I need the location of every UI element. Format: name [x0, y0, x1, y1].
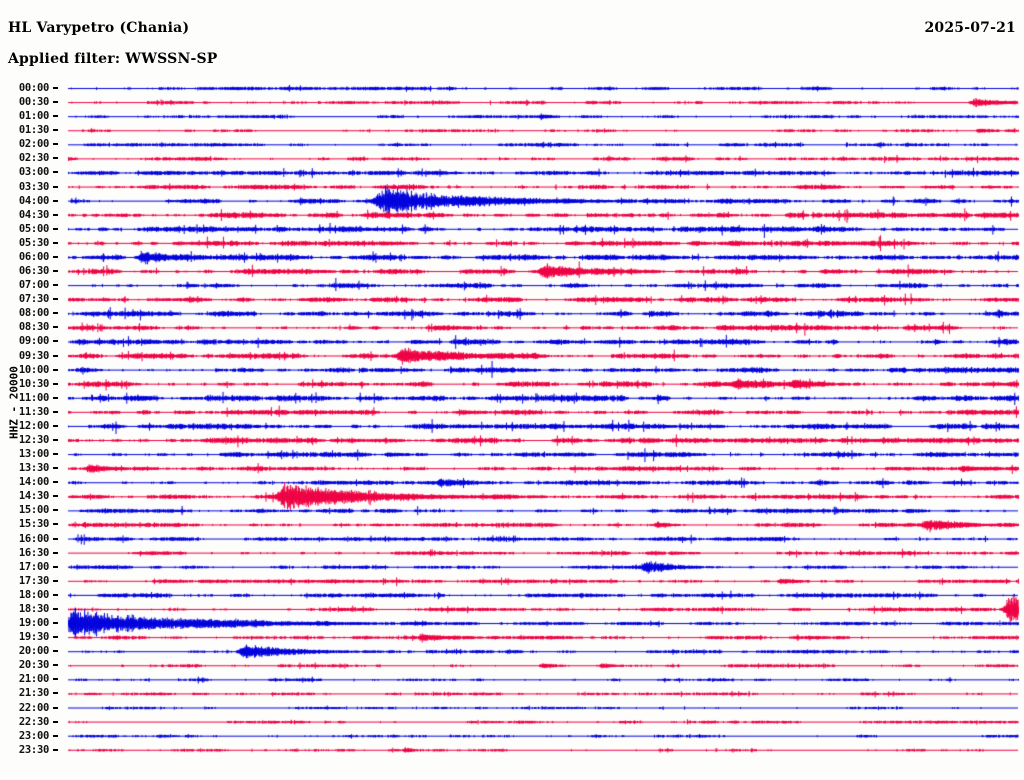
helicorder-plot: HL Varypetro (Chania) Applied filter: WW…: [0, 0, 1024, 780]
seismogram-traces: [0, 0, 1024, 780]
